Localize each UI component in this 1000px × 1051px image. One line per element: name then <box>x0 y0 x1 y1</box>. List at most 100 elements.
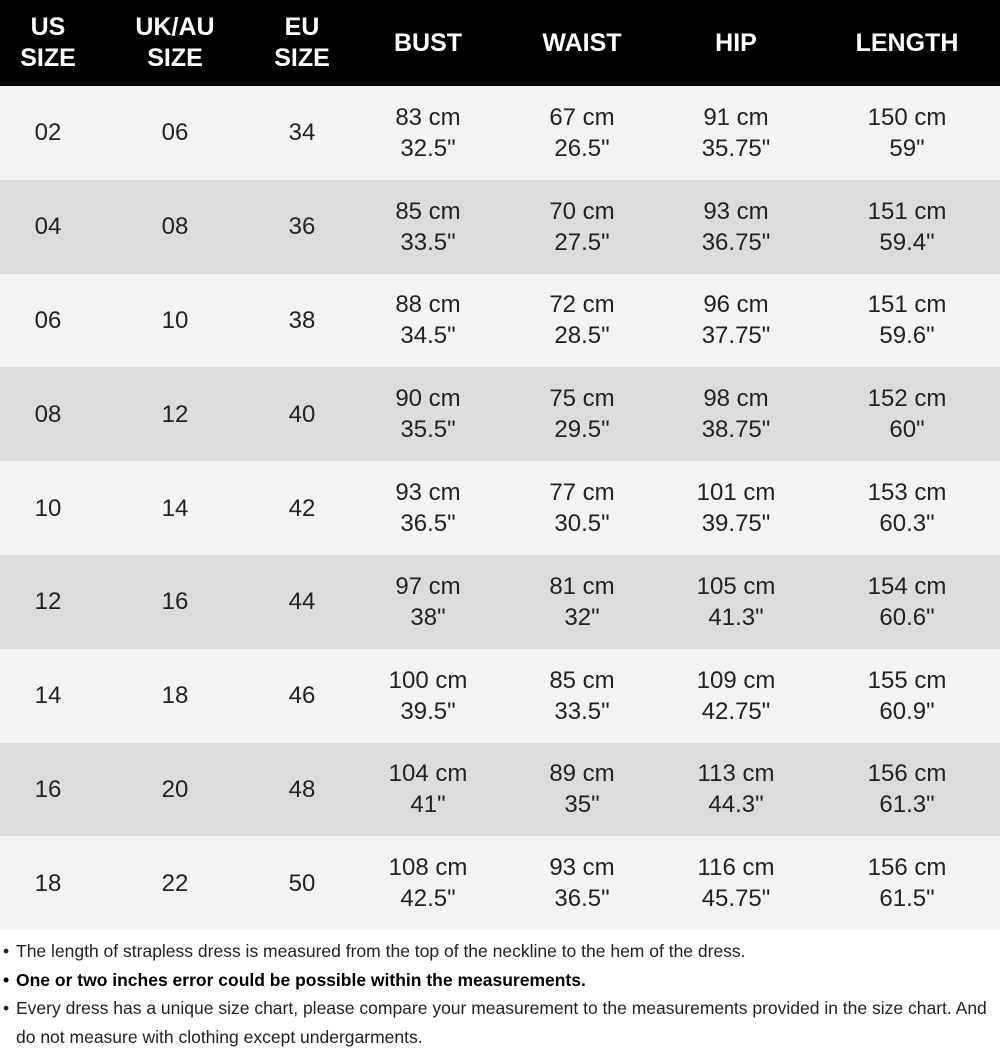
cell-text: 32.5" <box>400 134 456 162</box>
table-cell: 89 cm 35" <box>549 743 614 837</box>
table-cell: 44 <box>289 555 316 649</box>
table-cell: 38 <box>289 274 316 368</box>
cell-text: 100 cm <box>388 666 468 694</box>
cell-text: 61.3" <box>879 791 935 819</box>
cell-text: 156 cm <box>867 854 947 882</box>
header-text: EU <box>284 13 320 41</box>
table-cell: 101 cm 39.75" <box>697 461 776 555</box>
header-cell: EU SIZE <box>274 0 330 86</box>
cell-text: 59.4" <box>879 228 935 256</box>
table-cell: 18 <box>162 649 189 743</box>
cell-text: 151 cm <box>867 197 947 225</box>
cell-text: 98 cm <box>703 385 769 413</box>
header-text: WAIST <box>542 28 622 57</box>
table-cell: 153 cm 60.3" <box>868 461 947 555</box>
table-cell: 18 <box>35 836 62 930</box>
cell-text: 59.6" <box>879 322 935 350</box>
header-text: SIZE <box>274 44 330 72</box>
cell-text: 26.5" <box>554 134 610 162</box>
table-cell: 40 <box>289 367 316 461</box>
cell-text: 45.75" <box>701 885 771 913</box>
cell-text: 93 cm <box>395 479 461 507</box>
table-cell: 90 cm 35.5" <box>395 367 460 461</box>
table-cell: 16 <box>35 743 62 837</box>
cell-text: 67 cm <box>549 103 615 131</box>
cell-text: 33.5" <box>400 228 456 256</box>
cell-text: 18 <box>161 682 189 710</box>
table-cell: 108 cm 42.5" <box>389 836 468 930</box>
cell-text: 75 cm <box>549 385 615 413</box>
cell-text: 89 cm <box>549 760 615 788</box>
bullet: • <box>3 969 10 990</box>
cell-text: 70 cm <box>549 197 615 225</box>
table-cell: 70 cm 27.5" <box>549 180 614 274</box>
table-cell: 50 <box>289 836 316 930</box>
header-text: SIZE <box>20 44 76 72</box>
note-text: The length of strapless dress is measure… <box>16 941 746 961</box>
table-cell: 10 <box>162 274 189 368</box>
table-cell: 16 <box>162 555 189 649</box>
cell-text: 93 cm <box>549 854 615 882</box>
table-cell: 42 <box>289 461 316 555</box>
cell-text: 02 <box>34 119 62 147</box>
cell-text: 36 <box>288 213 316 241</box>
cell-text: 18 <box>34 869 62 897</box>
table-cell: 93 cm 36.75" <box>702 180 771 274</box>
header-cell: LENGTH <box>856 0 959 86</box>
table-cell: 46 <box>289 649 316 743</box>
cell-text: 153 cm <box>867 479 947 507</box>
cell-text: 81 cm <box>549 572 615 600</box>
note-text: One or two inches error could be possibl… <box>16 969 586 990</box>
table-cell: 93 cm 36.5" <box>549 836 614 930</box>
cell-text: 60.6" <box>879 603 935 631</box>
table-cell: 34 <box>289 86 316 180</box>
header-row: US SIZE UK/AU SIZE EU SIZE BUST WAIST HIP LENGTH <box>0 0 1000 86</box>
table-cell: 77 cm 30.5" <box>549 461 614 555</box>
table-cell: 72 cm 28.5" <box>549 274 614 368</box>
table-cell: 12 <box>162 367 189 461</box>
table-cell: 20 <box>162 743 189 837</box>
table-cell: 113 cm 44.3" <box>698 743 775 837</box>
cell-text: 38" <box>410 603 446 631</box>
cell-text: 16 <box>161 588 189 616</box>
table-cell: 93 cm 36.5" <box>395 461 460 555</box>
header-text: SIZE <box>147 44 203 72</box>
cell-text: 12 <box>34 588 62 616</box>
table-cell: 14 <box>35 649 62 743</box>
table-cell: 100 cm 39.5" <box>389 649 468 743</box>
cell-text: 59" <box>889 134 925 162</box>
table-cell: 85 cm 33.5" <box>549 649 614 743</box>
cell-text: 116 cm <box>697 854 775 882</box>
table-cell: 06 <box>162 86 189 180</box>
cell-text: 30.5" <box>554 510 610 538</box>
cell-text: 40 <box>288 400 316 428</box>
cell-text: 42 <box>288 494 316 522</box>
table-cell: 08 <box>35 367 62 461</box>
cell-text: 105 cm <box>696 572 776 600</box>
header-cell: WAIST <box>542 0 621 86</box>
cell-text: 14 <box>161 494 189 522</box>
table-row: 12 16 44 97 cm 38" 81 cm 32" 105 cm 41.3" 154 cm 6… <box>0 554 1000 649</box>
bullet: • <box>3 998 10 1018</box>
table-cell: 96 cm 37.75" <box>702 274 771 368</box>
cell-text: 41" <box>410 791 446 819</box>
cell-text: 156 cm <box>867 760 947 788</box>
cell-text: 36.5" <box>554 885 610 913</box>
table-row: 08 12 40 90 cm 35.5" 75 cm 29.5" 98 cm 38.75" 152… <box>0 367 1000 462</box>
cell-text: 93 cm <box>703 197 769 225</box>
table-cell: 105 cm 41.3" <box>697 555 776 649</box>
table-cell: 75 cm 29.5" <box>549 367 614 461</box>
note: • The length of strapless dress is measur… <box>0 937 990 966</box>
cell-text: 34.5" <box>400 322 456 350</box>
table-cell: 155 cm 60.9" <box>868 649 947 743</box>
table-cell: 88 cm 34.5" <box>395 274 460 368</box>
table-cell: 81 cm 32" <box>549 555 614 649</box>
cell-text: 08 <box>161 213 189 241</box>
cell-text: 35.75" <box>701 134 771 162</box>
cell-text: 152 cm <box>867 385 947 413</box>
cell-text: 91 cm <box>703 103 769 131</box>
cell-text: 108 cm <box>388 854 468 882</box>
table-cell: 10 <box>35 461 62 555</box>
header-text: BUST <box>393 28 463 57</box>
